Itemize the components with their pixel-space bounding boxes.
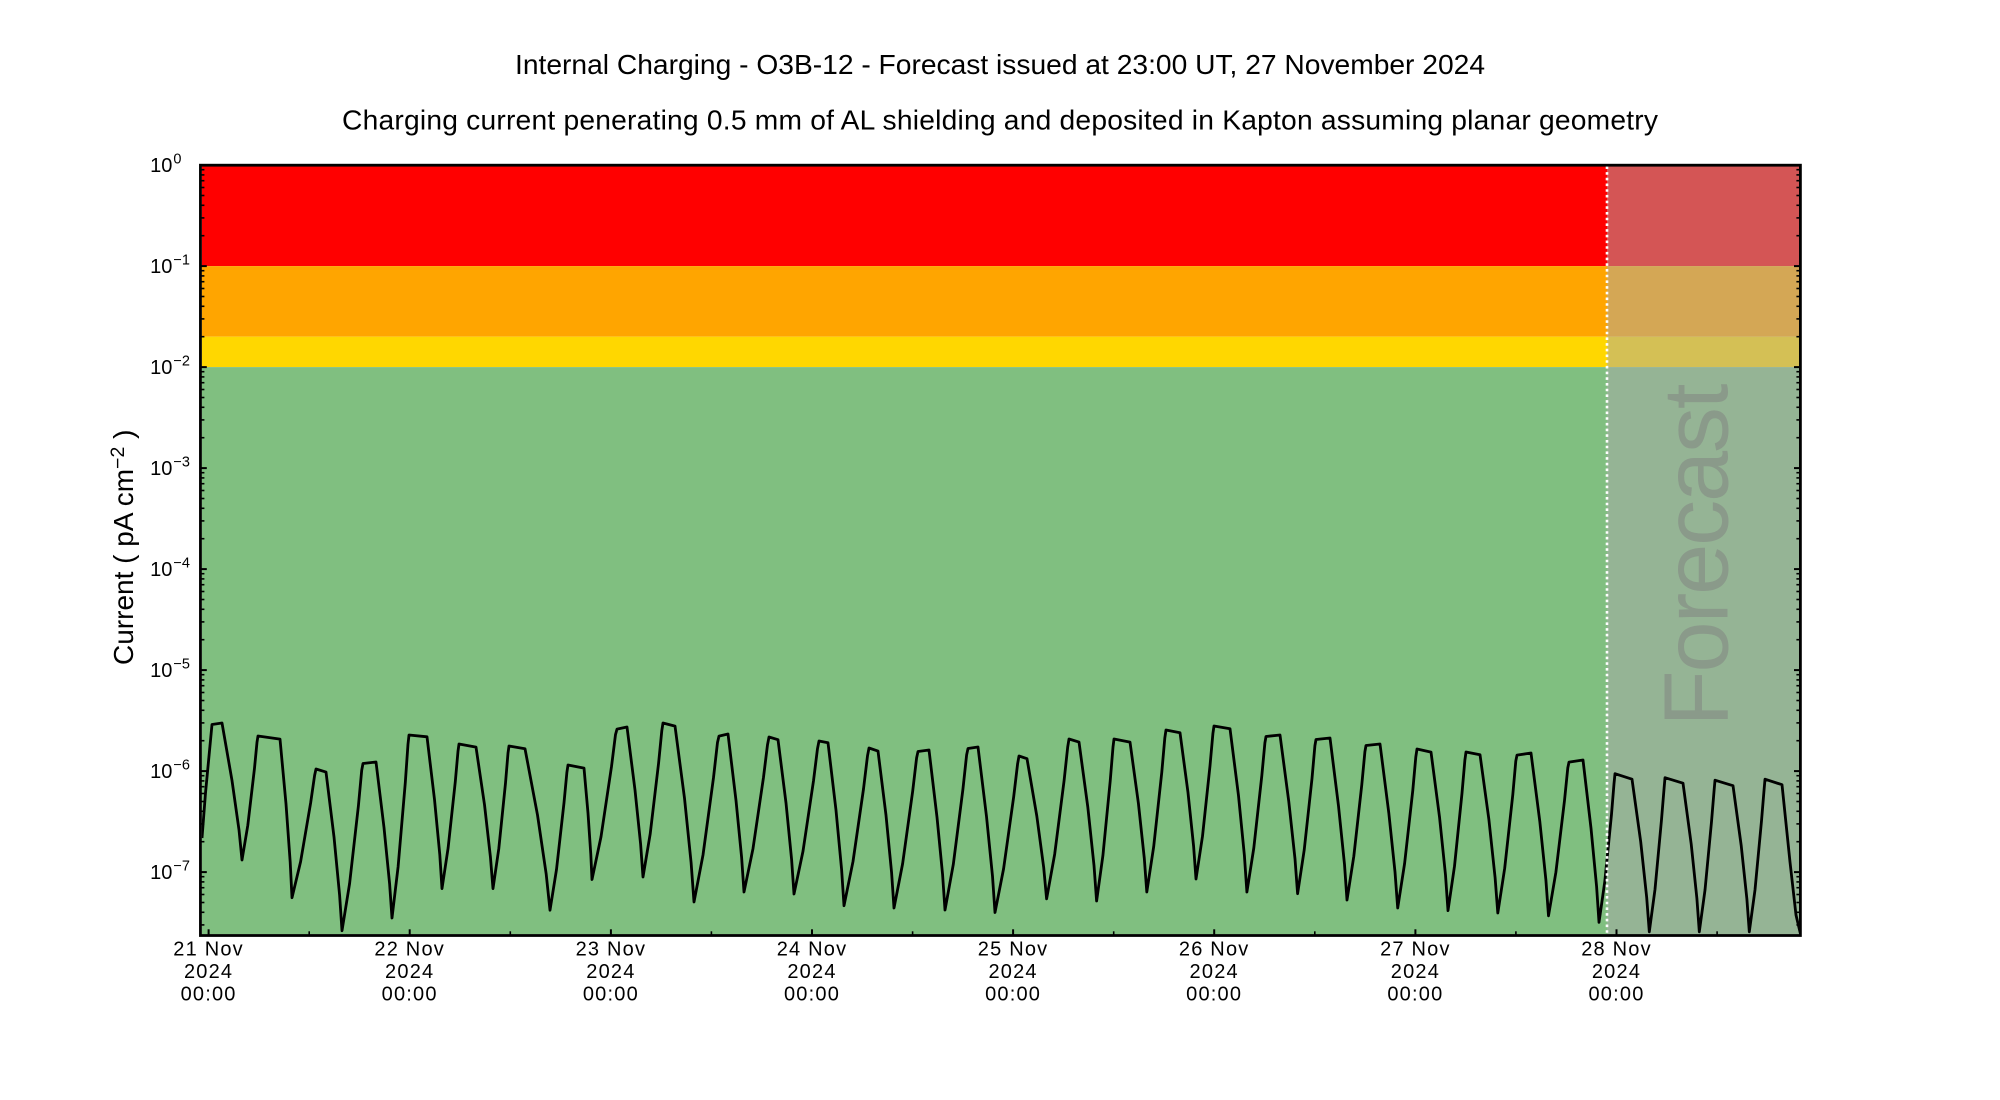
svg-text:−3: −3 xyxy=(173,454,190,470)
svg-text:2024: 2024 xyxy=(1391,961,1440,983)
svg-text:2024: 2024 xyxy=(385,961,434,983)
svg-text:−2: −2 xyxy=(173,353,190,369)
svg-text:2024: 2024 xyxy=(787,961,836,983)
svg-text:00:00: 00:00 xyxy=(583,984,639,1006)
svg-text:10: 10 xyxy=(150,256,172,278)
svg-text:−4: −4 xyxy=(173,555,190,571)
svg-text:00:00: 00:00 xyxy=(1588,984,1644,1006)
svg-text:0: 0 xyxy=(173,151,181,167)
svg-text:10: 10 xyxy=(150,155,172,177)
svg-text:27 Nov: 27 Nov xyxy=(1380,938,1451,960)
svg-text:00:00: 00:00 xyxy=(382,984,438,1006)
svg-text:10: 10 xyxy=(150,559,172,581)
svg-text:2024: 2024 xyxy=(184,961,233,983)
svg-text:10: 10 xyxy=(150,862,172,884)
svg-text:10: 10 xyxy=(150,660,172,682)
svg-text:25 Nov: 25 Nov xyxy=(978,938,1049,960)
svg-text:2024: 2024 xyxy=(586,961,635,983)
svg-text:Forecast: Forecast xyxy=(1646,384,1748,727)
svg-text:10: 10 xyxy=(150,761,172,783)
svg-text:26 Nov: 26 Nov xyxy=(1179,938,1250,960)
svg-text:2024: 2024 xyxy=(1592,961,1641,983)
svg-text:00:00: 00:00 xyxy=(1186,984,1242,1006)
svg-text:−5: −5 xyxy=(173,656,190,672)
svg-text:24 Nov: 24 Nov xyxy=(777,938,848,960)
svg-text:Charging current penerating 0.: Charging current penerating 0.5 mm of AL… xyxy=(342,104,1659,136)
svg-text:23 Nov: 23 Nov xyxy=(576,938,647,960)
svg-text:22 Nov: 22 Nov xyxy=(374,938,445,960)
svg-text:28 Nov: 28 Nov xyxy=(1581,938,1652,960)
svg-text:10: 10 xyxy=(150,357,172,379)
svg-text:00:00: 00:00 xyxy=(985,984,1041,1006)
svg-text:10: 10 xyxy=(150,458,172,480)
svg-text:2024: 2024 xyxy=(1190,961,1239,983)
svg-text:00:00: 00:00 xyxy=(784,984,840,1006)
svg-text:−7: −7 xyxy=(173,858,190,874)
svg-text:00:00: 00:00 xyxy=(181,984,237,1006)
svg-text:00:00: 00:00 xyxy=(1387,984,1443,1006)
svg-text:21 Nov: 21 Nov xyxy=(173,938,244,960)
svg-text:−6: −6 xyxy=(173,757,190,773)
svg-text:2024: 2024 xyxy=(988,961,1037,983)
svg-text:Internal Charging - O3B-12 - F: Internal Charging - O3B-12 - Forecast is… xyxy=(515,48,1485,80)
svg-text:−1: −1 xyxy=(173,252,190,268)
